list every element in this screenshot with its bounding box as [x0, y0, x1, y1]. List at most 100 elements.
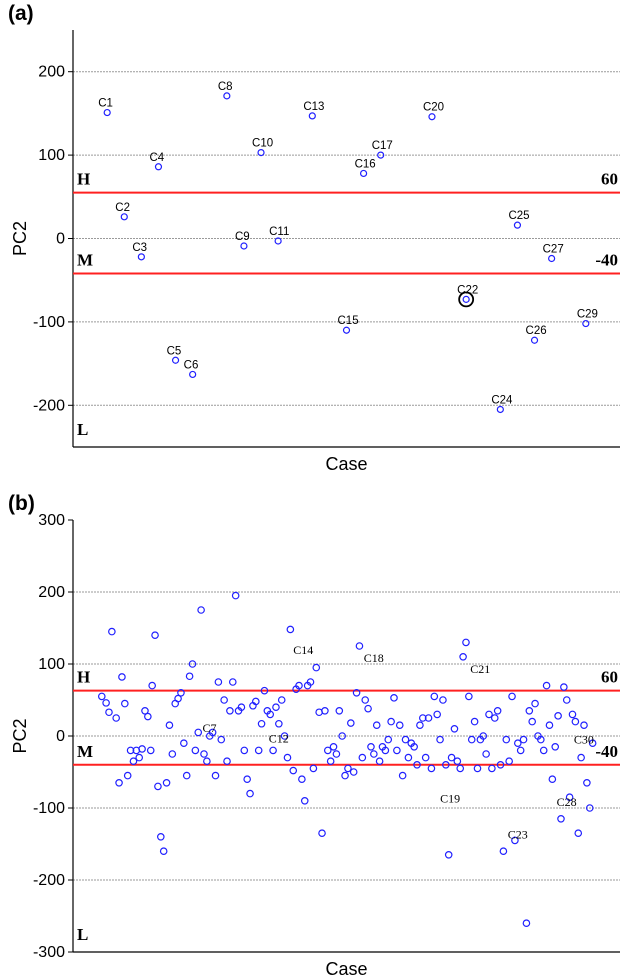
point-label: C23 [508, 827, 528, 841]
point-label: C10 [252, 138, 273, 150]
data-point [344, 764, 352, 773]
data-point [511, 836, 519, 845]
data-point [326, 757, 335, 766]
y-tick-label: 0 [56, 231, 65, 248]
point-label: C17 [372, 140, 393, 152]
data-point [413, 760, 421, 769]
data-point [430, 692, 439, 701]
data-point [185, 672, 194, 681]
zone-label-H: H [77, 668, 90, 687]
data-point [531, 699, 539, 708]
data-point [488, 764, 496, 773]
panel-label: (b) [8, 492, 35, 515]
data-point [450, 724, 459, 733]
data-point [349, 768, 358, 776]
data-point [306, 678, 315, 686]
data-point [467, 735, 476, 744]
data-point [444, 850, 453, 859]
panel-b: (b) -300 -200 -100 0 100 200 300 Case PC2 60 -40 H M L… [8, 492, 620, 979]
data-point [154, 163, 163, 171]
data-point [223, 757, 231, 766]
data-point [358, 753, 367, 762]
y-tick-label: 0 [56, 728, 65, 745]
data-point [123, 771, 132, 780]
data-point [138, 745, 146, 753]
data-point [269, 746, 277, 755]
data-point [496, 760, 505, 769]
panel-a: (a) -200 -100 0 100 200 Case PC2 60 -40 H M L C1 C2 C3 C… [8, 2, 620, 474]
data-point [162, 778, 171, 787]
data-point [582, 319, 590, 328]
data-point [214, 678, 223, 686]
data-point [496, 405, 504, 414]
data-point [341, 771, 349, 780]
data-point [295, 681, 303, 690]
point-label: C12 [269, 732, 289, 746]
point-label: C27 [543, 244, 564, 256]
point-label: C1 [98, 98, 113, 110]
data-point [479, 732, 488, 740]
data-point [154, 782, 162, 791]
data-point [530, 336, 539, 344]
data-point [585, 804, 594, 812]
data-point [174, 694, 182, 703]
data-point [200, 750, 208, 758]
threshold-label: 60 [601, 668, 618, 687]
data-point [554, 712, 562, 720]
data-point [387, 717, 395, 726]
data-point [508, 692, 516, 701]
data-point [280, 732, 289, 740]
data-point [180, 739, 188, 748]
data-point [516, 746, 525, 755]
data-point [465, 692, 473, 701]
data-point [568, 710, 577, 719]
data-point [257, 148, 265, 157]
y-axis-title: PC2 [10, 718, 30, 753]
data-point [548, 254, 556, 263]
data-point [308, 112, 316, 120]
data-point [168, 750, 177, 758]
data-point [191, 746, 200, 755]
data-point [513, 221, 522, 229]
data-point [377, 151, 385, 159]
data-point [462, 638, 470, 647]
data-point [257, 719, 266, 728]
data-point [237, 703, 246, 712]
data-point [485, 710, 493, 719]
data-point [129, 757, 138, 766]
point-label: C25 [508, 210, 529, 222]
data-point [277, 696, 286, 704]
data-point [565, 793, 574, 802]
point-label: C16 [355, 158, 376, 170]
data-point [105, 708, 113, 717]
y-tick-label: 200 [38, 584, 65, 601]
data-point [226, 706, 234, 715]
data-point [347, 719, 355, 727]
y-axis-title: PC2 [10, 221, 30, 256]
data-point [433, 710, 441, 719]
data-point [252, 697, 260, 706]
data-point [120, 213, 128, 221]
data-point [583, 778, 591, 787]
data-point [539, 746, 548, 755]
data-point [266, 710, 275, 719]
point-label: C2 [115, 202, 130, 214]
x-axis-title: Case [325, 454, 367, 474]
data-point [137, 253, 145, 261]
data-point [462, 295, 470, 303]
data-point [436, 735, 444, 744]
data-point [588, 739, 597, 748]
data-point [146, 746, 155, 755]
data-point [453, 757, 462, 766]
data-point [97, 692, 106, 701]
data-point [260, 686, 269, 695]
data-point [482, 750, 490, 758]
data-point [410, 742, 418, 751]
point-label: C3 [132, 242, 147, 254]
point-label: C7 [203, 721, 217, 735]
data-point [188, 660, 197, 668]
data-point [323, 746, 332, 755]
data-point [428, 113, 436, 121]
y-tick-label: 100 [38, 656, 65, 673]
data-point [223, 92, 231, 100]
